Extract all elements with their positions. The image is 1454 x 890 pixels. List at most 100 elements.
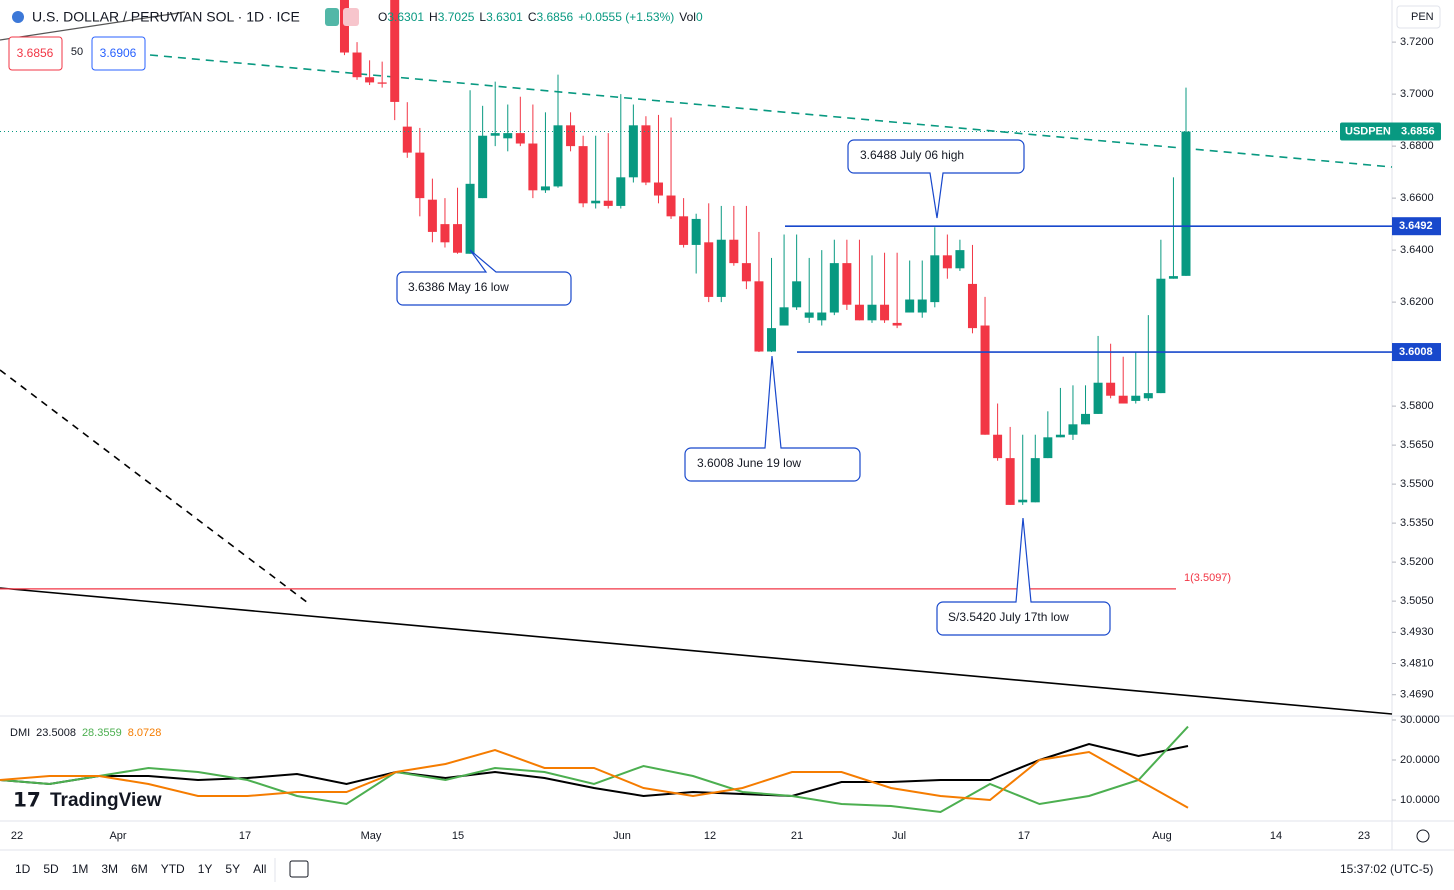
candle-body — [980, 325, 990, 435]
candle-body — [1030, 458, 1040, 503]
status-icon — [343, 8, 359, 26]
candle-body — [967, 283, 977, 329]
candle-body — [754, 281, 764, 352]
candle-body — [553, 125, 563, 187]
symbol-tag: USDPEN — [1345, 125, 1391, 137]
legend-value: 3.6301 — [486, 10, 523, 24]
y-tick-label: 3.7200 — [1400, 36, 1434, 48]
spread: 50 — [71, 46, 83, 58]
candle-body — [767, 328, 777, 352]
level-tag — [1392, 343, 1441, 362]
brand: TradingView — [50, 790, 162, 811]
candle-body — [1081, 413, 1091, 425]
range-button[interactable]: 1M — [72, 862, 89, 876]
candle-body — [603, 200, 613, 206]
x-tick-label: Jul — [892, 830, 906, 842]
candle-body — [390, 0, 400, 102]
logo-mark: 𝟭𝟳 — [13, 789, 41, 811]
callout-box — [684, 355, 861, 482]
trend-line — [0, 11, 186, 41]
candle-body — [955, 250, 965, 269]
settings-icon[interactable] — [1416, 829, 1430, 843]
candle-body — [942, 255, 952, 269]
legend-change: +0.0555 (+1.53%) — [578, 10, 674, 24]
date-range-icon[interactable] — [289, 860, 309, 878]
candle-body — [1143, 393, 1153, 399]
candle-body — [1055, 434, 1065, 438]
symbol-title[interactable]: U.S. DOLLAR / PERUVIAN SOL · 1D · ICE — [32, 9, 300, 25]
callout-text: 3.6488 July 06 high — [860, 148, 964, 162]
candle-body — [1181, 131, 1191, 276]
dmi-line — [0, 742, 1189, 798]
candle-body — [352, 52, 362, 78]
candle-body — [591, 200, 601, 204]
x-tick-label: 17 — [239, 830, 251, 842]
range-button[interactable]: 1D — [15, 862, 31, 876]
range-button[interactable]: 5D — [43, 862, 59, 876]
candle-body — [854, 304, 864, 321]
candle-body — [540, 186, 550, 191]
y-tick-label: 3.6600 — [1400, 192, 1434, 204]
indicator-value: 8.0728 — [128, 727, 162, 739]
candle-body — [628, 125, 638, 178]
candle-body — [804, 312, 814, 318]
sell-button[interactable] — [8, 36, 63, 71]
candle-body — [729, 239, 739, 264]
callout-text: S/3.5420 July 17th low — [948, 610, 1069, 624]
x-tick-label: 17 — [1018, 830, 1030, 842]
candle-body — [641, 125, 651, 183]
candle-body — [566, 125, 576, 147]
indicator-value: 28.3559 — [82, 727, 122, 739]
range-button[interactable]: 5Y — [225, 862, 240, 876]
candle-body — [704, 242, 714, 297]
candle-body — [817, 312, 827, 321]
legend-key: O — [378, 10, 387, 24]
callout-text: 3.6386 May 16 low — [408, 280, 509, 294]
legend-key: H — [429, 10, 438, 24]
range-button[interactable]: All — [253, 862, 266, 876]
range-button[interactable]: 3M — [101, 862, 118, 876]
x-tick-label: 21 — [791, 830, 803, 842]
candle-body — [578, 146, 588, 204]
candle-body — [716, 239, 726, 297]
legend-value: 3.6856 — [536, 10, 573, 24]
candle-body — [691, 218, 701, 245]
candle-body — [515, 133, 525, 144]
level-label: 3.6008 — [1399, 346, 1433, 358]
candle-body — [1068, 424, 1078, 435]
candle-body — [1131, 395, 1141, 401]
candle-body — [616, 177, 626, 206]
range-button[interactable]: 1Y — [198, 862, 213, 876]
callout-text: 3.6008 June 19 low — [697, 456, 801, 470]
buy-button[interactable] — [91, 36, 146, 71]
y-tick-label: 3.5800 — [1400, 400, 1434, 412]
candle-body — [415, 152, 425, 199]
clock: 15:37:02 (UTC-5) — [1340, 862, 1433, 876]
candle-body — [427, 199, 437, 232]
candle-body — [339, 0, 349, 53]
y-tick-label: 3.5350 — [1400, 517, 1434, 529]
candle-body — [867, 304, 877, 321]
candle-body — [1106, 382, 1116, 396]
candle-body — [1156, 278, 1166, 394]
currency-button[interactable] — [1396, 5, 1441, 29]
y-tick-label: 3.4690 — [1400, 689, 1434, 701]
candle-body — [792, 281, 802, 308]
candle-body — [993, 434, 1003, 459]
range-button[interactable]: YTD — [161, 862, 185, 876]
indicator-value: 23.5008 — [36, 727, 76, 739]
range-button[interactable]: 6M — [131, 862, 148, 876]
candle-body — [1005, 458, 1015, 505]
x-tick-label: 14 — [1270, 830, 1282, 842]
candle-body — [453, 224, 463, 253]
status-icon — [325, 8, 339, 26]
candle-body — [440, 224, 450, 243]
candle-body — [1168, 276, 1178, 279]
y-tick-label: 3.7000 — [1400, 88, 1434, 100]
legend-value: 3.6301 — [387, 10, 424, 24]
candle-body — [402, 126, 412, 153]
candle-body — [528, 143, 538, 191]
candle-body — [892, 322, 902, 326]
indicator-title: DMI — [10, 727, 30, 739]
